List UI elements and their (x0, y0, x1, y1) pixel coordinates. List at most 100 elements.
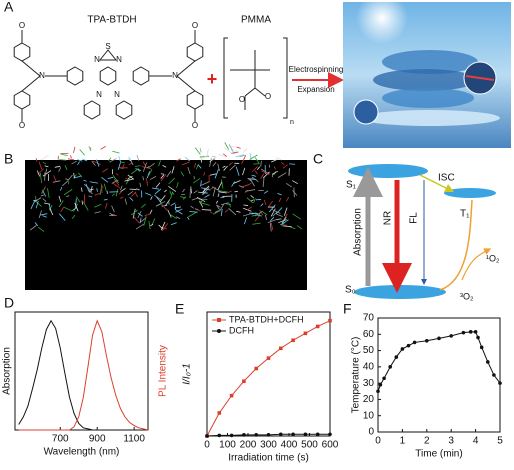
bond (44, 186, 46, 190)
bond (144, 213, 151, 217)
bond (100, 145, 106, 150)
bond (176, 182, 179, 188)
bond (263, 199, 267, 206)
bond (216, 205, 220, 210)
bond (170, 222, 177, 226)
bond (119, 196, 124, 199)
bond (164, 189, 167, 193)
y-axis-label: I/I₀-1 (182, 363, 193, 384)
marker (217, 433, 222, 438)
atom: O (192, 121, 198, 130)
y-tick-label: 30 (363, 378, 375, 389)
marker (328, 432, 332, 437)
bond (229, 164, 236, 171)
bond (94, 192, 101, 196)
bond (198, 191, 208, 194)
bond (113, 182, 121, 189)
panel-label: E (175, 301, 184, 317)
x-tick-label: 4 (473, 436, 479, 447)
y-tick-label: 50 (363, 345, 375, 356)
bond (134, 192, 139, 198)
marker (412, 340, 417, 345)
bond (39, 172, 42, 183)
bond (75, 198, 77, 208)
bond (169, 190, 172, 195)
bond (195, 208, 199, 211)
bond (83, 179, 87, 182)
x-tick-label: 1100 (123, 434, 145, 445)
bond (136, 155, 140, 161)
bond (29, 225, 37, 231)
bond (175, 216, 181, 219)
bond (54, 165, 61, 168)
bond (155, 182, 161, 188)
bond (168, 177, 175, 185)
series-line (18, 319, 149, 431)
y-tick-label: 20 (363, 394, 375, 405)
bond (42, 170, 52, 177)
bond (59, 186, 63, 191)
bond (209, 157, 212, 167)
bond (221, 202, 229, 206)
bond (212, 210, 221, 215)
x-tick-label: 400 (281, 440, 298, 451)
y-tick-label: 0 (368, 427, 374, 438)
bond (34, 197, 42, 202)
bond (171, 191, 175, 195)
bond (162, 164, 167, 168)
marker (291, 432, 295, 437)
marker (479, 345, 484, 350)
bond (209, 156, 217, 163)
bond (42, 191, 46, 197)
bond (282, 225, 292, 228)
legend-marker (217, 318, 221, 322)
bond (38, 161, 43, 170)
bond (199, 155, 210, 158)
process-label: Absorption (353, 208, 364, 256)
bond (249, 154, 258, 160)
bond (261, 168, 270, 175)
bond (127, 158, 132, 162)
bond (132, 208, 136, 219)
bond (145, 178, 149, 186)
bond (101, 176, 109, 183)
bond (60, 152, 69, 155)
bond (130, 168, 139, 175)
bond (202, 185, 210, 193)
process-label: Electrospinning (289, 65, 344, 74)
x-tick-label: 300 (260, 440, 277, 451)
jablonski (348, 164, 496, 299)
bond (127, 174, 135, 180)
marker (473, 330, 478, 334)
bond (206, 148, 209, 159)
bond (275, 207, 283, 215)
bond (71, 214, 76, 220)
marker (229, 433, 234, 438)
bond (180, 171, 185, 177)
bond (221, 179, 224, 189)
panel-label: D (4, 295, 14, 311)
bond (115, 188, 119, 197)
bond (231, 151, 239, 154)
bond (281, 161, 285, 166)
x-tick-label: 0 (204, 440, 210, 451)
bond (254, 157, 260, 164)
bond (263, 190, 269, 194)
bond (201, 180, 210, 186)
marker (279, 432, 283, 437)
bond (209, 211, 213, 214)
bond (80, 187, 83, 192)
bond (136, 188, 140, 191)
bond (150, 196, 153, 200)
bond (107, 176, 114, 179)
bond (118, 155, 121, 163)
bond (170, 202, 176, 206)
bond (212, 161, 217, 167)
bond (146, 171, 150, 179)
bond (256, 214, 262, 217)
polymer-name: PMMA (241, 15, 271, 26)
x-tick-label: 2 (424, 436, 430, 447)
bond (81, 158, 88, 162)
bond (200, 202, 210, 206)
bond (239, 154, 246, 158)
